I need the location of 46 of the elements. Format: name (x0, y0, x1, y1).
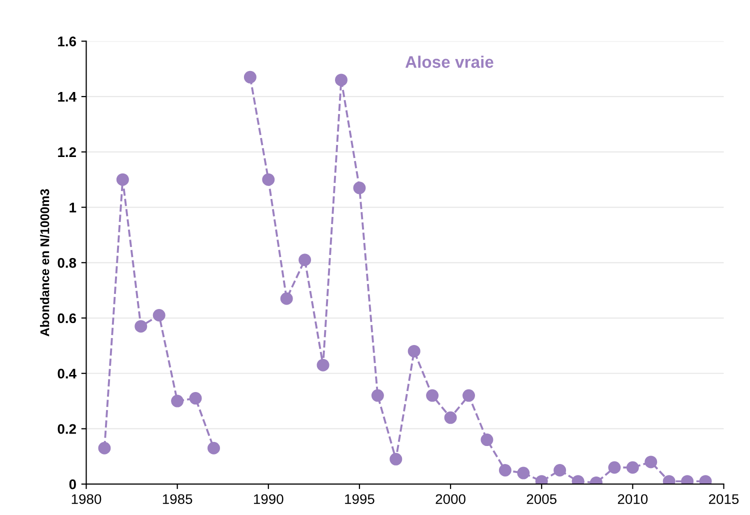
x-tick-label: 1990 (254, 494, 284, 504)
point (171, 394, 184, 408)
point (626, 461, 639, 474)
point (134, 320, 148, 333)
point (426, 389, 439, 402)
point (208, 442, 220, 454)
x-tick-label: 1980 (72, 494, 102, 504)
y-tick-label: 1.6 (58, 36, 76, 46)
x-tick-label: 2015 (709, 494, 739, 504)
point (116, 173, 129, 186)
point (98, 442, 111, 454)
x-tick-label: 2010 (618, 494, 648, 504)
text: Alose vraie (405, 56, 494, 68)
point (644, 456, 658, 468)
point (480, 434, 494, 446)
point (189, 392, 202, 405)
y-tick-label: 1.2 (58, 147, 76, 157)
point (335, 74, 348, 86)
point (262, 173, 275, 186)
point (371, 389, 384, 402)
point (316, 358, 330, 372)
point (298, 254, 312, 266)
y-tick-label: 0.6 (58, 313, 76, 324)
y-tick-label: 0.8 (58, 258, 76, 268)
x-tick-label: 1985 (162, 494, 192, 504)
point (408, 344, 420, 358)
y-tick-label: 0 (69, 479, 76, 490)
point (244, 70, 256, 84)
point (517, 466, 530, 480)
point (498, 464, 512, 477)
x-tick-label: 2000 (436, 494, 466, 504)
point (353, 182, 366, 194)
point (280, 292, 293, 305)
y-tick-label: 1.4 (58, 92, 76, 102)
x-tick-label: 2005 (526, 494, 556, 504)
y-tick-label: 0.4 (58, 368, 76, 379)
point (152, 308, 166, 322)
point (554, 464, 566, 477)
point (608, 461, 621, 474)
point (444, 411, 457, 424)
y-tick-label: 1 (70, 202, 76, 212)
point (390, 452, 402, 466)
x-tick-label: 1995 (345, 494, 374, 504)
y-tick-label: 0.2 (58, 424, 76, 434)
point (462, 389, 475, 402)
y-axis-title: Abondance en N/1000m3 (40, 189, 50, 336)
